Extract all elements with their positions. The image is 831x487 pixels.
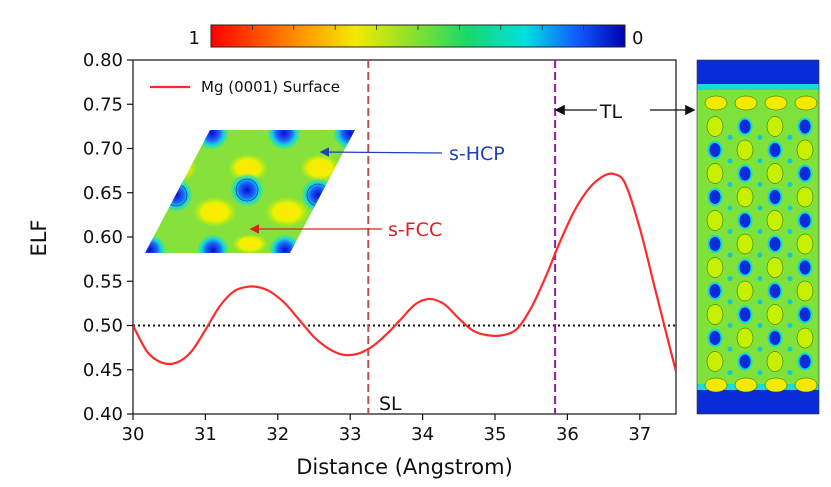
x-tick-label: 36 xyxy=(556,424,579,445)
tl-label: TL xyxy=(599,101,623,123)
y-tick-label: 0.65 xyxy=(83,183,123,204)
y-tick-label: 0.45 xyxy=(83,360,123,381)
s-hcp-label: s-HCP xyxy=(449,143,505,165)
sl-label: SL xyxy=(379,393,402,415)
mg-surface-curve xyxy=(133,172,676,372)
colorbar: 1 0 xyxy=(189,24,643,49)
x-tick-label: 35 xyxy=(484,424,507,445)
x-tick-label: 30 xyxy=(122,424,145,445)
y-tick-label: 0.80 xyxy=(83,50,123,71)
annotation-s-fcc: s-FCC xyxy=(249,219,442,241)
slab-elf-side-view xyxy=(697,60,819,414)
colorbar-left-label: 1 xyxy=(189,28,200,49)
legend: Mg (0001) Surface xyxy=(150,78,340,96)
y-tick-label: 0.50 xyxy=(83,316,123,337)
x-tick-label: 34 xyxy=(411,424,434,445)
y-tick-label: 0.40 xyxy=(83,404,123,425)
x-tick-label: 33 xyxy=(339,424,362,445)
colorbar-right-label: 0 xyxy=(632,28,643,49)
s-fcc-label: s-FCC xyxy=(388,219,442,241)
y-tick-label: 0.55 xyxy=(83,271,123,292)
legend-label: Mg (0001) Surface xyxy=(201,78,340,96)
y-axis-ticks: 0.40 0.45 0.50 0.55 0.60 0.65 0.70 0.75 0.80 xyxy=(83,50,133,425)
y-tick-label: 0.75 xyxy=(83,94,123,115)
y-tick-label: 0.70 xyxy=(83,139,123,160)
x-axis-ticks: 30 31 32 33 34 35 36 37 xyxy=(122,414,651,445)
colorbar-ticks xyxy=(251,25,584,30)
tl-annotation: TL xyxy=(554,101,696,123)
x-tick-label: 37 xyxy=(628,424,651,445)
y-tick-label: 0.60 xyxy=(83,227,123,248)
y-axis-label: ELF xyxy=(27,219,51,256)
x-axis-label: Distance (Angstrom) xyxy=(296,455,513,479)
annotation-s-hcp: s-HCP xyxy=(319,143,505,165)
x-tick-label: 31 xyxy=(194,424,217,445)
x-tick-label: 32 xyxy=(266,424,289,445)
surface-elf-inset xyxy=(145,130,355,253)
